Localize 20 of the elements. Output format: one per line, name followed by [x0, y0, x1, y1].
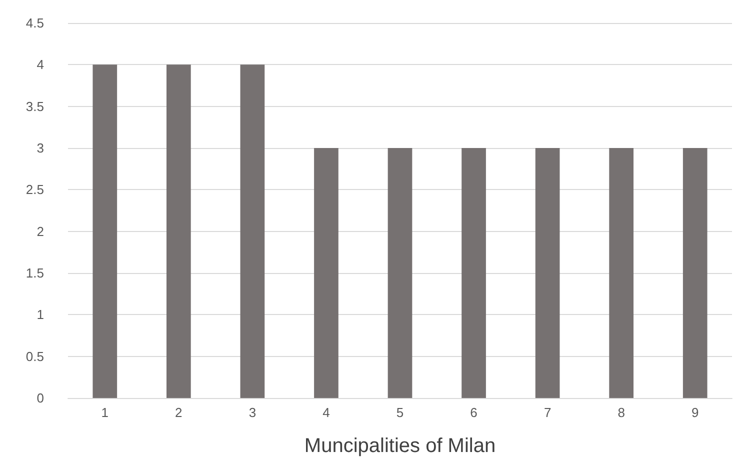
- x-tick-label: 3: [248, 405, 256, 420]
- y-tick-label: 1: [36, 307, 44, 322]
- x-tick-label: 8: [618, 405, 625, 420]
- x-axis-title: Muncipalities of Milan: [304, 435, 496, 457]
- x-tick-label: 5: [396, 405, 404, 420]
- x-tick-label: 4: [322, 405, 330, 420]
- y-tick-label: 0.5: [26, 348, 44, 364]
- y-tick-label: 3: [36, 140, 44, 156]
- y-tick-label: 4.5: [26, 16, 44, 30]
- y-tick-label: 2.5: [26, 182, 44, 198]
- y-tick-label: 0: [36, 390, 44, 406]
- y-tick-label: 3.5: [26, 98, 44, 114]
- y-tick-label: 4: [36, 57, 44, 72]
- y-tick-label: 2: [36, 224, 44, 239]
- x-tick-label: 9: [691, 405, 699, 420]
- x-tick-label: 7: [544, 405, 552, 420]
- x-tick-label: 6: [470, 405, 478, 420]
- x-tick-label: 2: [175, 405, 182, 420]
- y-tick-label: 1.5: [26, 266, 44, 280]
- x-tick-label: 1: [101, 405, 109, 420]
